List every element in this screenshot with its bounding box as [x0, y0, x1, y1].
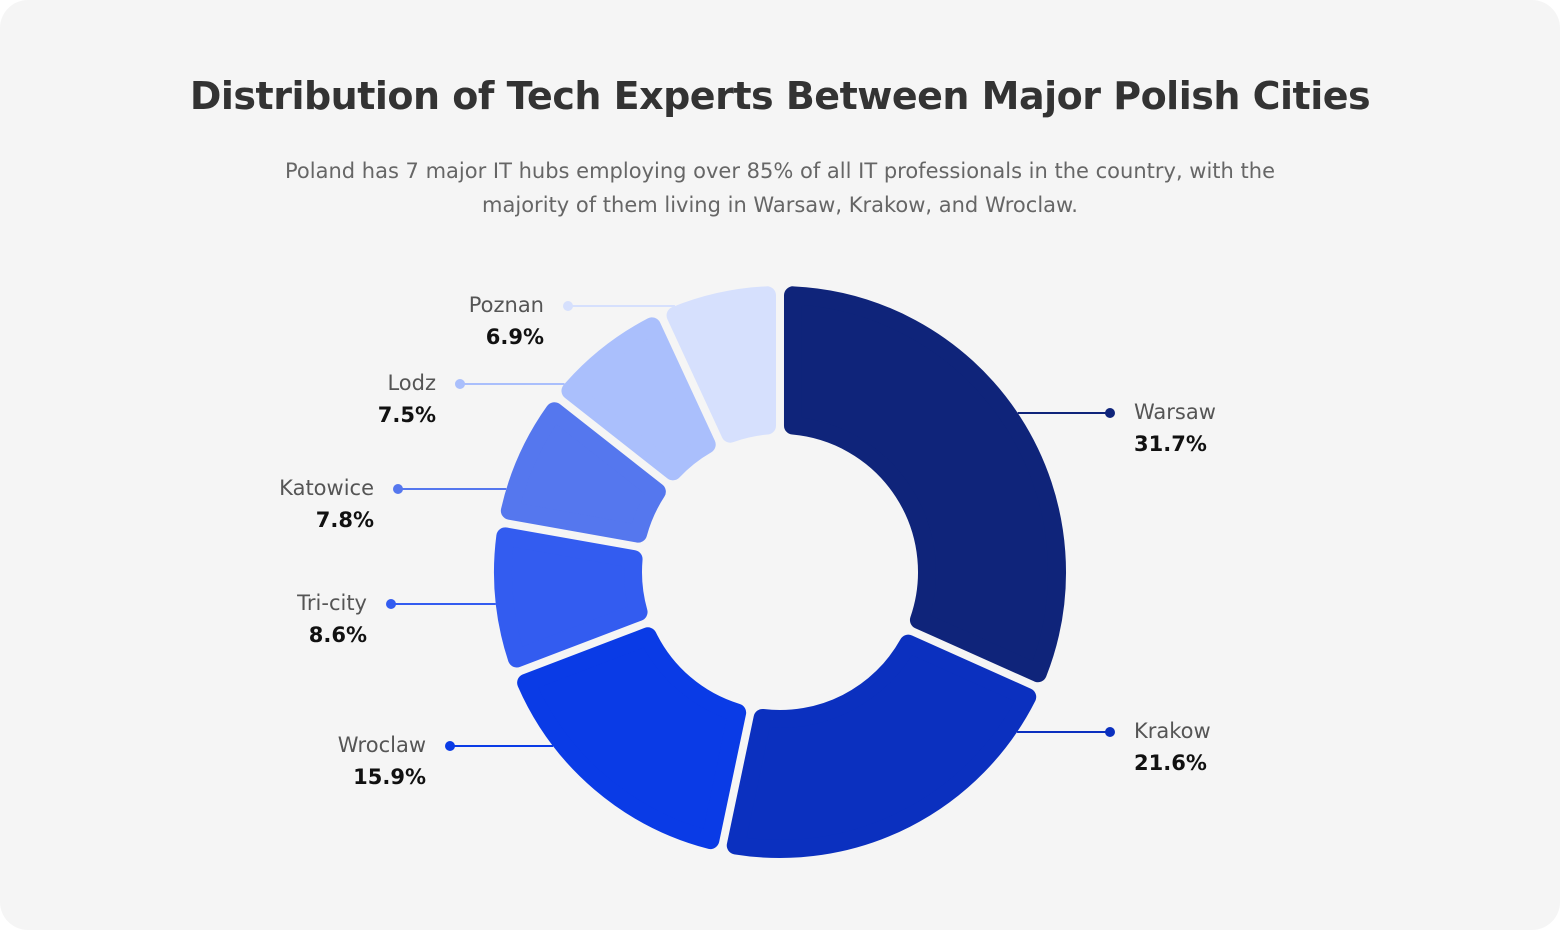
leader-dot — [393, 484, 403, 494]
donut-segment — [561, 317, 716, 481]
category-label: Wroclaw — [338, 733, 426, 757]
value-label: 7.5% — [378, 403, 436, 427]
category-label: Katowice — [279, 476, 374, 500]
leader-dot — [1105, 727, 1115, 737]
value-label: 21.6% — [1134, 751, 1207, 775]
donut-segment — [783, 286, 1066, 683]
donut-segment — [726, 634, 1037, 858]
value-label: 8.6% — [309, 623, 367, 647]
value-label: 15.9% — [353, 765, 426, 789]
donut-segment — [494, 527, 648, 668]
donut-segment — [666, 286, 777, 443]
chart-title: Distribution of Tech Experts Between Maj… — [189, 74, 1371, 118]
value-label: 6.9% — [486, 325, 544, 349]
category-label: Krakow — [1134, 719, 1211, 743]
category-label: Lodz — [387, 371, 436, 395]
leader-dot — [455, 379, 465, 389]
leader-dot — [563, 301, 573, 311]
leader-dot — [1105, 408, 1115, 418]
leader-dot — [445, 741, 455, 751]
chart-subtitle: Poland has 7 major IT hubs employing ove… — [284, 159, 1275, 217]
donut-segment — [500, 402, 666, 543]
leader-dot — [386, 599, 396, 609]
category-label: Warsaw — [1134, 400, 1216, 424]
category-label: Poznan — [469, 293, 544, 317]
donut-segment — [517, 627, 747, 850]
category-label: Tri-city — [296, 591, 367, 615]
value-label: 31.7% — [1134, 432, 1207, 456]
value-label: 7.8% — [316, 508, 374, 532]
